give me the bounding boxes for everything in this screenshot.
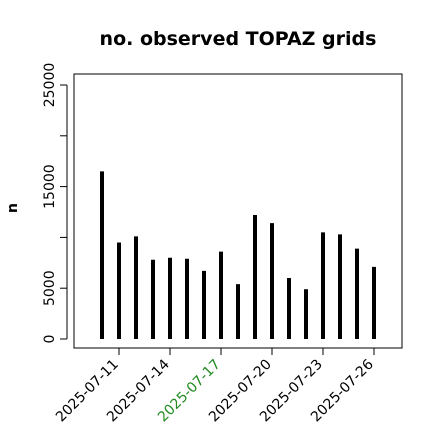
x-axis: 2025-07-112025-07-142025-07-172025-07-20… bbox=[53, 347, 377, 425]
y-tick-label: 0 bbox=[42, 335, 58, 344]
chart-title: no. observed TOPAZ grids bbox=[100, 28, 377, 50]
bars bbox=[100, 171, 376, 339]
y-axis: 0 5000 15000 25000 bbox=[42, 63, 68, 344]
y-tick-label: 5000 bbox=[42, 270, 58, 306]
y-axis-label: n bbox=[5, 203, 21, 213]
y-tick-label: 15000 bbox=[42, 164, 58, 209]
y-tick-label: 25000 bbox=[42, 63, 58, 108]
